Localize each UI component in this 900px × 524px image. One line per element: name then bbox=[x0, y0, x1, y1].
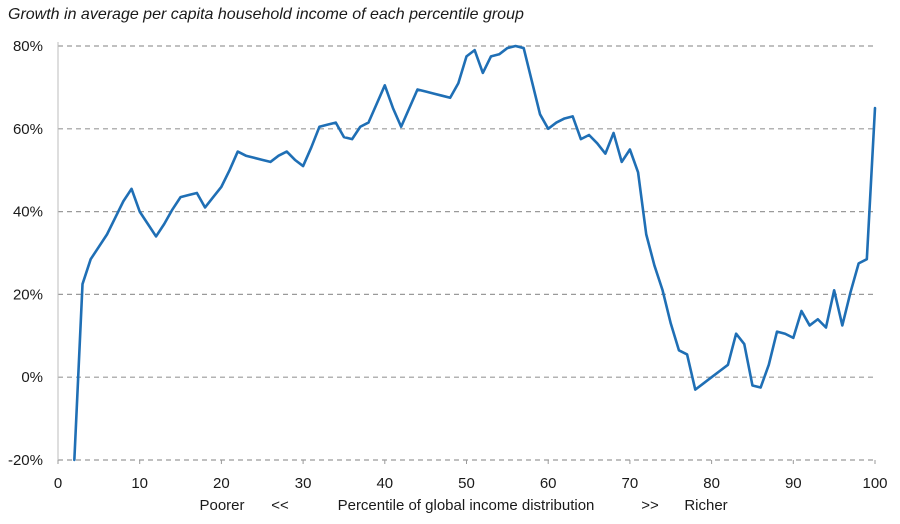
x-tick-label: 30 bbox=[295, 475, 312, 492]
y-tick-label: 0% bbox=[21, 369, 43, 386]
x-axis-label-part: Percentile of global income distribution bbox=[338, 497, 595, 514]
x-tick-label: 90 bbox=[785, 475, 802, 492]
x-tick-label: 20 bbox=[213, 475, 230, 492]
x-axis-label: Poorer << Percentile of global income dist… bbox=[199, 497, 727, 514]
x-tick-label: 10 bbox=[131, 475, 148, 492]
series-group bbox=[73, 44, 877, 462]
gridlines bbox=[58, 45, 875, 461]
y-tick-label: 80% bbox=[13, 38, 43, 55]
y-tick-label: -20% bbox=[8, 452, 43, 469]
x-tick-label: 100 bbox=[862, 475, 887, 492]
x-tick-label: 50 bbox=[458, 475, 475, 492]
x-tick-label: 40 bbox=[376, 475, 393, 492]
x-axis-label-part: >> bbox=[641, 497, 659, 514]
x-axis-label-part: Poorer bbox=[199, 497, 244, 514]
series-line bbox=[73, 44, 877, 462]
x-tick-labels: 0 10 20 30 40 50 60 70 80 90 100 bbox=[54, 460, 888, 492]
y-tick-label: 60% bbox=[13, 121, 43, 138]
x-tick-label: 80 bbox=[703, 475, 720, 492]
chart-title: Growth in average per capita household i… bbox=[8, 6, 524, 23]
x-axis-label-part: << bbox=[271, 497, 289, 514]
x-tick-label: 0 bbox=[54, 475, 62, 492]
x-tick-label: 60 bbox=[540, 475, 557, 492]
y-tick-labels: -20% 0% 20% 40% 60% 80% bbox=[8, 38, 43, 469]
x-tick-label: 70 bbox=[622, 475, 639, 492]
x-axis-label-part: Richer bbox=[684, 497, 727, 514]
y-tick-label: 40% bbox=[13, 204, 43, 221]
y-tick-label: 20% bbox=[13, 286, 43, 303]
